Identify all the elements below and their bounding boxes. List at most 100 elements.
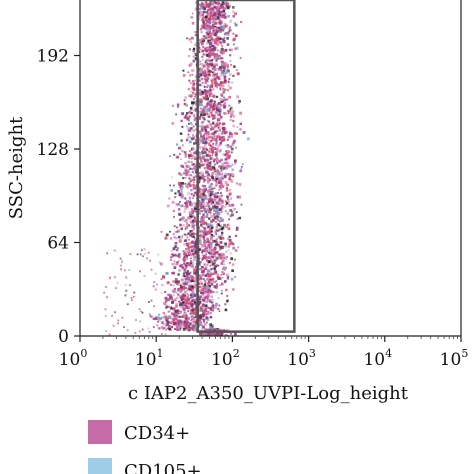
scatter-point xyxy=(209,227,212,231)
scatter-point xyxy=(223,36,226,39)
scatter-point xyxy=(189,275,193,278)
scatter-point xyxy=(219,143,222,146)
scatter-point xyxy=(209,19,213,23)
scatter-point xyxy=(202,200,205,203)
scatter-point xyxy=(179,311,181,314)
x-tick-label: 104 xyxy=(363,347,392,370)
scatter-point xyxy=(186,138,189,142)
scatter-point xyxy=(173,236,176,239)
scatter-point xyxy=(179,302,183,306)
scatter-point xyxy=(234,234,238,237)
scatter-point xyxy=(214,135,217,138)
scatter-point xyxy=(171,325,174,328)
scatter-point xyxy=(203,231,207,235)
scatter-point xyxy=(213,328,217,332)
scatter-point xyxy=(129,284,131,287)
scatter-point xyxy=(212,143,215,145)
scatter-point xyxy=(231,203,235,207)
scatter-point xyxy=(222,126,226,130)
scatter-point xyxy=(218,219,220,222)
scatter-point xyxy=(199,91,202,95)
scatter-point xyxy=(186,203,189,205)
scatter-point xyxy=(190,94,194,98)
scatter-point xyxy=(202,222,206,225)
scatter-point xyxy=(232,115,236,118)
scatter-point xyxy=(206,318,210,321)
scatter-point xyxy=(236,72,240,76)
scatter-point xyxy=(192,215,195,218)
scatter-point xyxy=(160,278,163,281)
scatter-point xyxy=(205,205,208,208)
scatter-point xyxy=(223,167,226,170)
scatter-point xyxy=(222,267,225,271)
scatter-point xyxy=(174,245,177,248)
scatter-point xyxy=(208,290,212,294)
scatter-point xyxy=(203,167,207,170)
scatter-point xyxy=(188,115,191,118)
scatter-point xyxy=(187,316,190,319)
scatter-point xyxy=(231,81,233,84)
scatter-point xyxy=(194,207,197,210)
scatter-point xyxy=(194,53,198,57)
scatter-point xyxy=(177,203,180,206)
scatter-point xyxy=(234,333,237,336)
scatter-point xyxy=(191,229,194,232)
scatter-point xyxy=(190,302,193,305)
scatter-point xyxy=(218,310,221,312)
scatter-point xyxy=(211,201,214,204)
scatter-point xyxy=(198,208,201,211)
scatter-point xyxy=(202,314,205,317)
scatter-point xyxy=(210,136,213,139)
scatter-point xyxy=(195,165,197,168)
scatter-point xyxy=(198,137,201,140)
scatter-point xyxy=(186,164,189,167)
scatter-point xyxy=(208,178,212,182)
scatter-point xyxy=(207,32,210,36)
scatter-point xyxy=(201,230,203,233)
scatter-point xyxy=(203,206,206,210)
scatter-point xyxy=(220,181,222,183)
scatter-point xyxy=(203,24,206,27)
scatter-point xyxy=(234,47,237,51)
scatter-point xyxy=(217,174,220,178)
scatter-point xyxy=(214,244,217,247)
scatter-point xyxy=(202,20,206,24)
scatter-point xyxy=(218,21,221,24)
scatter-point xyxy=(183,268,186,272)
scatter-point xyxy=(150,299,153,302)
scatter-point xyxy=(208,89,212,92)
scatter-point xyxy=(217,253,219,255)
scatter-point xyxy=(219,83,222,86)
scatter-point xyxy=(177,190,180,193)
scatter-point xyxy=(190,127,193,130)
scatter-point xyxy=(125,277,128,279)
x-tick-label: 105 xyxy=(440,347,469,370)
scatter-point xyxy=(209,251,212,255)
scatter-point xyxy=(238,195,242,199)
scatter-point xyxy=(178,253,181,256)
scatter-point xyxy=(172,247,176,251)
scatter-point xyxy=(214,158,217,161)
scatter-point xyxy=(128,269,131,271)
scatter-point xyxy=(214,204,217,207)
scatter-point xyxy=(222,29,225,32)
scatter-point xyxy=(185,292,188,295)
scatter-point xyxy=(202,230,205,233)
scatter-point xyxy=(202,237,206,240)
scatter-point xyxy=(228,29,231,32)
scatter-point xyxy=(187,173,191,177)
scatter-point xyxy=(218,245,222,249)
scatter-point xyxy=(207,101,209,103)
scatter-point xyxy=(198,200,201,203)
scatter-point xyxy=(184,298,187,301)
scatter-point xyxy=(204,210,208,214)
scatter-point xyxy=(228,242,232,246)
scatter-point xyxy=(210,60,213,63)
scatter-point xyxy=(214,116,217,119)
scatter-point xyxy=(186,328,189,331)
scatter-point xyxy=(193,157,197,160)
scatter-point xyxy=(187,279,190,281)
scatter-point xyxy=(210,51,212,53)
scatter-point xyxy=(226,2,229,6)
